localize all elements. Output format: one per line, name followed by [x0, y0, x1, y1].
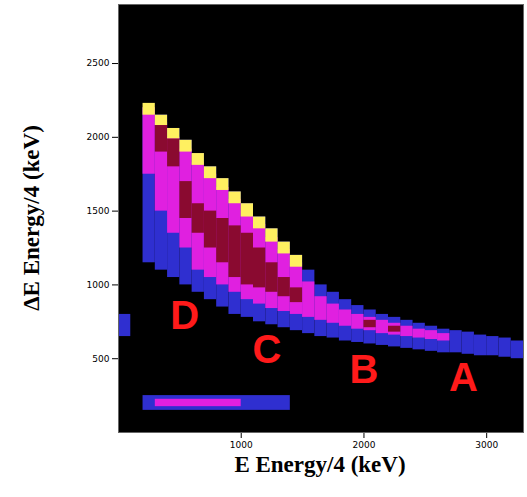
- html-text:ΔE Energy/4 (keV): ΔE Energy/4 (keV): [19, 125, 44, 311]
- svg-text:1000: 1000: [87, 280, 110, 290]
- svg-text:2000: 2000: [87, 132, 110, 142]
- svg-text:2000: 2000: [353, 440, 376, 450]
- svg-text:500: 500: [92, 354, 109, 364]
- svg-text:A: A: [449, 355, 478, 399]
- svg-text:C: C: [253, 327, 282, 371]
- svg-text:1500: 1500: [87, 206, 110, 216]
- svg-text:2500: 2500: [87, 58, 110, 68]
- html-text:E Energy/4 (keV): E Energy/4 (keV): [234, 452, 406, 477]
- svg-text:3000: 3000: [475, 440, 498, 450]
- svg-text:B: B: [350, 347, 379, 391]
- svg-text:D: D: [170, 293, 199, 337]
- svg-text:1000: 1000: [230, 440, 253, 450]
